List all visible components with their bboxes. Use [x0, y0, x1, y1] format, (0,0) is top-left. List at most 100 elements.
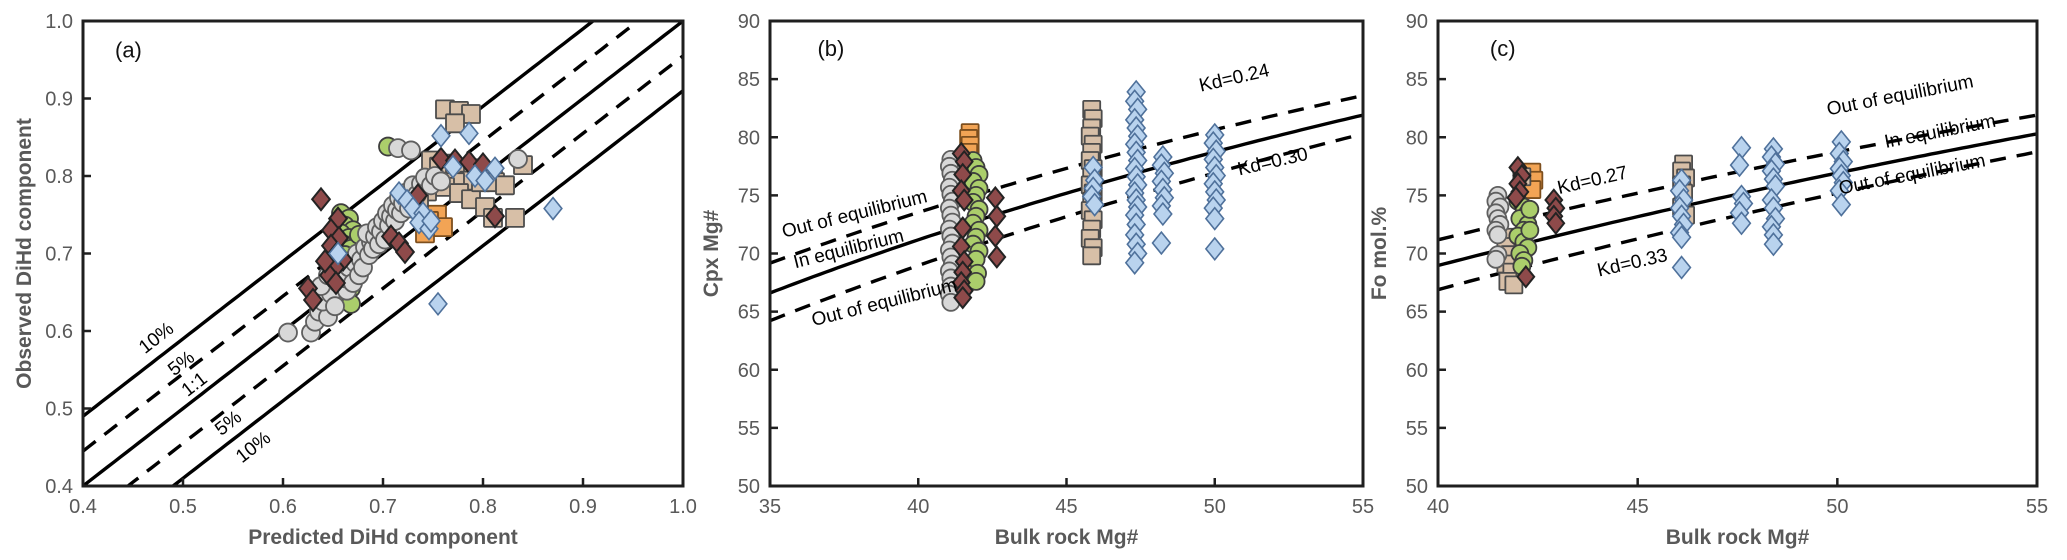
panel-b: 35 40 45 50 55 50 55 60 65 70 75 80 85 90 Bulk rock Mg… [700, 11, 1374, 549]
guide-line-equilibrium-line [770, 113, 1363, 295]
data-point [1506, 185, 1526, 210]
data-point [1151, 230, 1172, 256]
y-tick-label: 85 [1406, 69, 1428, 91]
data-point [1763, 232, 1784, 257]
line-annotation: Out of equilibrium [810, 275, 960, 331]
guide-line-1-1 [83, 21, 683, 486]
guide-line-kd-0.24 [770, 93, 1363, 265]
data-point [421, 208, 441, 234]
data-point [987, 204, 1007, 229]
x-tick-label: 40 [1427, 496, 1449, 518]
data-point [314, 248, 336, 274]
y-tick-label: 55 [738, 418, 760, 440]
series-blue-diamonds [328, 121, 563, 317]
series-dark-red-diamonds [1506, 155, 1566, 289]
line-annotation: Out of equilibrium [1825, 71, 1975, 120]
x-tick-label: 55 [1352, 496, 1374, 518]
y-tick-label: 0.5 [45, 399, 73, 421]
data-point [443, 154, 463, 179]
data-point [325, 270, 347, 296]
line-annotation: Kd=0.24 [1197, 60, 1272, 97]
y-tick-label: 50 [1406, 476, 1428, 498]
y-tick-label: 80 [1406, 127, 1428, 149]
data-point [401, 140, 421, 161]
x-tick-label: 40 [907, 496, 929, 518]
x-tick-label: 45 [1055, 496, 1077, 518]
y-tick-label: 0.9 [45, 89, 73, 111]
y-tick-label: 90 [738, 11, 760, 33]
x-tick-label: 0.9 [569, 496, 597, 518]
data-point [1204, 236, 1225, 261]
panel-letter: (c) [1490, 36, 1516, 61]
data-point [459, 121, 479, 146]
data-point [484, 203, 506, 229]
data-point [1729, 153, 1750, 178]
x-tick-label: 1.0 [669, 496, 697, 518]
x-tick-label: 50 [1204, 496, 1226, 518]
data-point [1124, 250, 1145, 275]
panel-a: 0.4 0.5 0.6 0.7 0.8 0.9 1.0 0.4 0.5 0.6 0.7 0.8 0.9 1… [13, 11, 697, 549]
data-point [508, 149, 528, 169]
data-point [1731, 135, 1752, 160]
x-tick-label: 0.5 [169, 496, 197, 518]
data-point [1731, 211, 1752, 236]
data-point [953, 285, 973, 310]
guide-line--5- [125, 54, 683, 486]
x-axis-title: Bulk rock Mg# [995, 526, 1139, 549]
series-blue-diamonds [1669, 129, 1854, 280]
line-annotation: Kd=0.30 [1236, 144, 1310, 181]
data-point [1504, 275, 1524, 295]
data-point [445, 113, 465, 134]
data-point [475, 168, 495, 193]
x-tick-label: 0.4 [69, 496, 97, 518]
data-point [1516, 264, 1536, 289]
y-tick-label: 80 [738, 127, 760, 149]
data-point [1671, 255, 1692, 280]
data-point [954, 188, 974, 212]
y-tick-label: 75 [1406, 185, 1428, 207]
line-annotation: 10% [135, 318, 178, 358]
data-point [485, 156, 505, 181]
y-tick-label: 85 [738, 69, 760, 91]
panel-letter: (a) [115, 37, 142, 62]
y-tick-label: 0.7 [45, 244, 73, 266]
panel-letter: (b) [817, 36, 844, 61]
x-tick-label: 0.7 [369, 496, 397, 518]
data-point [1486, 249, 1506, 269]
y-tick-label: 50 [738, 476, 760, 498]
data-point [394, 239, 416, 265]
x-tick-label: 35 [759, 496, 781, 518]
data-point [987, 245, 1007, 269]
y-tick-label: 0.8 [45, 166, 73, 188]
y-tick-label: 60 [738, 360, 760, 382]
data-point [328, 241, 348, 266]
data-point [278, 322, 298, 343]
axis-ticks: 0.4 0.5 0.6 0.7 0.8 0.9 1.0 0.4 0.5 0.6 0.7 0.8 0.9 1… [45, 11, 697, 518]
data-point [465, 163, 485, 189]
data-point [1084, 192, 1105, 217]
guide-lines [770, 93, 1363, 323]
y-axis-title: Cpx Mg# [700, 209, 723, 297]
data-point [431, 171, 451, 192]
line-annotation: Kd=0.27 [1555, 162, 1629, 199]
data-point [543, 196, 563, 221]
x-tick-label: 0.8 [469, 496, 497, 518]
x-tick-label: 50 [1826, 496, 1848, 518]
guide-line-+10- [83, 21, 596, 418]
y-tick-label: 75 [738, 185, 760, 207]
data-point [310, 186, 332, 212]
x-tick-label: 55 [2026, 496, 2048, 518]
data-point [1520, 199, 1540, 219]
x-tick-label: 0.6 [269, 496, 297, 518]
y-tick-label: 1.0 [45, 11, 73, 33]
y-tick-label: 90 [1406, 11, 1428, 33]
data-point [430, 146, 452, 172]
data-point [431, 123, 451, 148]
data-point [985, 224, 1005, 248]
x-axis-title: Predicted DiHd component [248, 526, 518, 549]
data-point [1204, 206, 1225, 231]
data-point [325, 296, 345, 317]
y-axis-title: Observed DiHd component [13, 118, 36, 389]
